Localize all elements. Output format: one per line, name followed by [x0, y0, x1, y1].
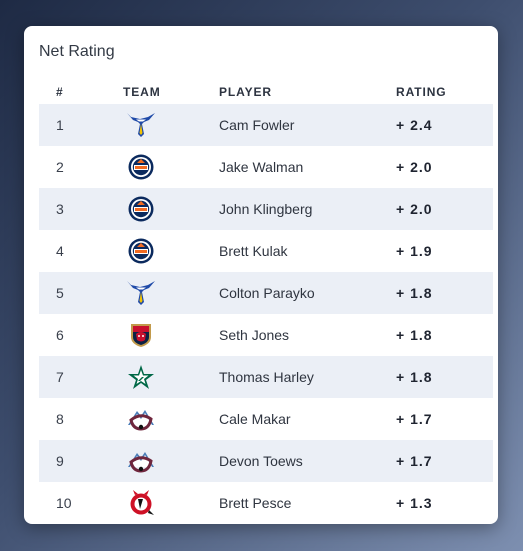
stars-logo-icon	[127, 364, 155, 390]
rating-value: + 2.0	[396, 201, 433, 217]
column-header-player[interactable]: PLAYER	[219, 85, 272, 99]
blues-logo-icon	[127, 280, 155, 306]
rating-value: + 1.8	[396, 327, 433, 343]
rating-value: + 2.0	[396, 159, 433, 175]
rank-cell: 5	[56, 285, 64, 301]
table-header: # TEAM PLAYER RATING	[24, 82, 498, 102]
rank-cell: 7	[56, 369, 64, 385]
table-row[interactable]: 3 John Klingberg + 2.0	[39, 188, 493, 230]
rank-cell: 10	[56, 495, 72, 511]
rating-value: + 1.8	[396, 369, 433, 385]
rating-value: + 1.7	[396, 453, 433, 469]
player-name[interactable]: Colton Parayko	[219, 285, 315, 301]
player-name[interactable]: Brett Kulak	[219, 243, 288, 259]
table-body: 1 Cam Fowler + 2.4 2 Jake Walman + 2.0 3	[39, 104, 493, 524]
rank-cell: 4	[56, 243, 64, 259]
table-row[interactable]: 5 Colton Parayko + 1.8	[39, 272, 493, 314]
oilers-logo-icon	[127, 196, 155, 222]
oilers-logo-icon	[127, 154, 155, 180]
player-name[interactable]: Cam Fowler	[219, 117, 295, 133]
panthers-logo-icon	[127, 322, 155, 348]
table-row[interactable]: 9 Devon Toews + 1.7	[39, 440, 493, 482]
rank-cell: 9	[56, 453, 64, 469]
player-name[interactable]: Brett Pesce	[219, 495, 292, 511]
rating-value: + 2.4	[396, 117, 433, 133]
table-row[interactable]: 10 Brett Pesce + 1.3	[39, 482, 493, 524]
rank-cell: 2	[56, 159, 64, 175]
table-row[interactable]: 7 Thomas Harley + 1.8	[39, 356, 493, 398]
table-row[interactable]: 6 Seth Jones + 1.8	[39, 314, 493, 356]
avalanche-logo-icon	[127, 448, 155, 474]
avalanche-logo-icon	[127, 406, 155, 432]
column-header-rating[interactable]: RATING	[396, 85, 447, 99]
rank-cell: 3	[56, 201, 64, 217]
table-row[interactable]: 2 Jake Walman + 2.0	[39, 146, 493, 188]
player-name[interactable]: Devon Toews	[219, 453, 303, 469]
rank-cell: 1	[56, 117, 64, 133]
rating-value: + 1.9	[396, 243, 433, 259]
rating-value: + 1.8	[396, 285, 433, 301]
blues-logo-icon	[127, 112, 155, 138]
rank-cell: 6	[56, 327, 64, 343]
net-rating-card: Net Rating # TEAM PLAYER RATING 1 Cam Fo…	[24, 26, 498, 524]
oilers-logo-icon	[127, 238, 155, 264]
table-row[interactable]: 1 Cam Fowler + 2.4	[39, 104, 493, 146]
table-row[interactable]: 8 Cale Makar + 1.7	[39, 398, 493, 440]
card-title: Net Rating	[39, 43, 115, 60]
player-name[interactable]: Thomas Harley	[219, 369, 314, 385]
column-header-team[interactable]: TEAM	[123, 85, 161, 99]
rating-value: + 1.3	[396, 495, 433, 511]
player-name[interactable]: Seth Jones	[219, 327, 290, 343]
column-header-rank[interactable]: #	[56, 85, 64, 99]
player-name[interactable]: John Klingberg	[219, 201, 313, 217]
rating-value: + 1.7	[396, 411, 433, 427]
player-name[interactable]: Cale Makar	[219, 411, 291, 427]
devils-logo-icon	[127, 490, 155, 516]
player-name[interactable]: Jake Walman	[219, 159, 304, 175]
rank-cell: 8	[56, 411, 64, 427]
table-row[interactable]: 4 Brett Kulak + 1.9	[39, 230, 493, 272]
